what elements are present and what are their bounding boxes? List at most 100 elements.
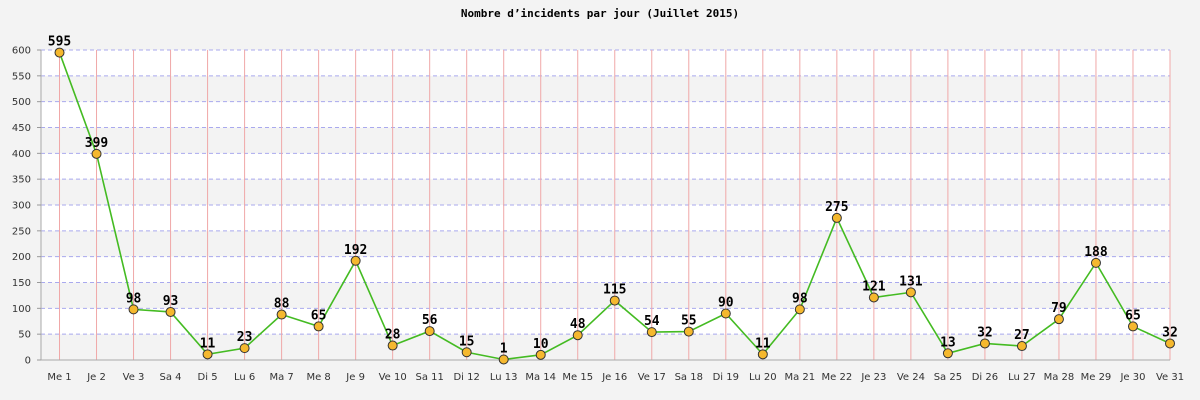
data-point xyxy=(350,255,361,266)
data-label: 11 xyxy=(200,336,216,351)
data-label: 10 xyxy=(533,337,549,352)
data-point xyxy=(424,326,435,337)
x-tick-label: Lu 27 xyxy=(1008,372,1036,383)
data-point xyxy=(831,212,842,223)
data-point xyxy=(683,326,694,337)
data-point xyxy=(609,295,620,306)
data-point xyxy=(1165,338,1175,349)
x-tick-label: Me 8 xyxy=(306,372,330,383)
y-tick-label: 550 xyxy=(12,71,31,82)
x-tick-label: Me 22 xyxy=(822,372,853,383)
data-point xyxy=(387,340,398,351)
x-tick-label: Je 2 xyxy=(86,372,106,383)
data-points xyxy=(54,47,1175,365)
x-tick-label: Me 1 xyxy=(47,372,71,383)
data-label: 192 xyxy=(344,243,367,258)
data-point xyxy=(1127,321,1138,332)
data-point xyxy=(54,47,65,58)
x-tick-label: Je 23 xyxy=(860,372,886,383)
x-tick-label: Ma 21 xyxy=(785,372,816,383)
y-tick-label: 250 xyxy=(12,226,31,237)
data-label: 28 xyxy=(385,328,401,343)
data-point xyxy=(720,308,731,319)
plot-band xyxy=(41,50,1170,76)
data-point xyxy=(165,306,176,317)
data-point xyxy=(461,347,472,358)
y-tick-label: 350 xyxy=(12,175,31,186)
y-tick-label: 150 xyxy=(12,278,31,289)
plot-band xyxy=(41,205,1170,231)
data-label: 188 xyxy=(1084,245,1108,260)
x-tick-label: Lu 20 xyxy=(749,372,777,383)
plot-band xyxy=(41,127,1170,154)
data-label: 79 xyxy=(1051,301,1067,316)
x-tick-label: Ve 17 xyxy=(638,372,666,383)
x-tick-label: Me 29 xyxy=(1081,372,1112,383)
x-tick-label: Ve 3 xyxy=(123,372,145,383)
x-tick-label: Je 9 xyxy=(345,372,365,383)
data-label: 54 xyxy=(644,314,660,329)
y-tick-label: 300 xyxy=(12,201,31,212)
data-label: 11 xyxy=(755,336,771,351)
data-point xyxy=(979,338,990,349)
data-label: 1 xyxy=(500,341,508,356)
x-tick-label: Ve 10 xyxy=(379,372,407,383)
data-point xyxy=(202,349,213,360)
data-point xyxy=(794,304,805,315)
plot-band xyxy=(41,75,1170,102)
x-tick-label: Di 26 xyxy=(972,372,998,383)
x-tick-label: Ma 28 xyxy=(1044,372,1075,383)
horizontal-gridlines xyxy=(41,49,1170,361)
vertical-gridlines xyxy=(40,50,1171,361)
data-point xyxy=(276,309,287,320)
plot-background xyxy=(41,50,1170,360)
x-tick-label: Lu 13 xyxy=(490,372,518,383)
data-label: 23 xyxy=(237,330,253,345)
y-tick-label: 0 xyxy=(25,356,31,367)
x-tick-label: Ve 31 xyxy=(1156,372,1184,383)
data-label: 98 xyxy=(792,291,808,306)
plot-band xyxy=(41,282,1170,309)
data-point xyxy=(91,148,102,159)
data-point xyxy=(128,304,139,315)
x-tick-label: Ma 7 xyxy=(269,372,293,383)
data-label: 93 xyxy=(163,294,179,309)
data-label: 98 xyxy=(126,291,142,306)
x-axis-ticks: Me 1 Je 2 Ve 3 Sa 4 Di 5 Lu 6 Ma 7 Me 8 Je 9 Ve 1… xyxy=(47,372,1184,383)
data-label: 13 xyxy=(940,335,956,350)
plot-band xyxy=(41,153,1170,180)
y-axis-ticks: 0 50 100 150 200 250 300 350 400 450 500 550 600 xyxy=(12,46,41,367)
x-tick-label: Je 16 xyxy=(601,372,627,383)
data-point xyxy=(1053,314,1064,325)
data-label: 65 xyxy=(311,308,327,323)
data-point xyxy=(905,287,916,298)
data-label: 275 xyxy=(825,200,848,215)
data-label: 121 xyxy=(862,279,886,294)
data-label: 32 xyxy=(977,325,993,340)
data-point xyxy=(239,343,250,354)
plot-band xyxy=(41,308,1170,335)
data-point xyxy=(572,330,583,341)
data-label: 115 xyxy=(603,283,626,298)
data-point xyxy=(757,349,768,360)
y-tick-label: 200 xyxy=(12,252,31,263)
data-point xyxy=(1016,341,1027,352)
data-label: 131 xyxy=(899,274,923,289)
x-tick-label: Me 15 xyxy=(562,372,593,383)
data-point xyxy=(535,349,546,360)
y-tick-label: 600 xyxy=(12,46,31,57)
data-label: 595 xyxy=(48,35,71,50)
data-label: 32 xyxy=(1162,325,1178,340)
plot-band xyxy=(41,256,1170,283)
data-point xyxy=(646,327,657,338)
data-label: 27 xyxy=(1014,328,1030,343)
plot-band xyxy=(41,179,1170,205)
chart-title: Nombre d’incidents par jour (Juillet 201… xyxy=(461,7,739,20)
x-tick-label: Lu 6 xyxy=(234,372,255,383)
data-point xyxy=(942,348,953,359)
x-tick-label: Sa 11 xyxy=(415,372,443,383)
data-point xyxy=(1090,257,1101,268)
y-tick-label: 400 xyxy=(12,149,31,160)
data-point xyxy=(498,354,509,365)
